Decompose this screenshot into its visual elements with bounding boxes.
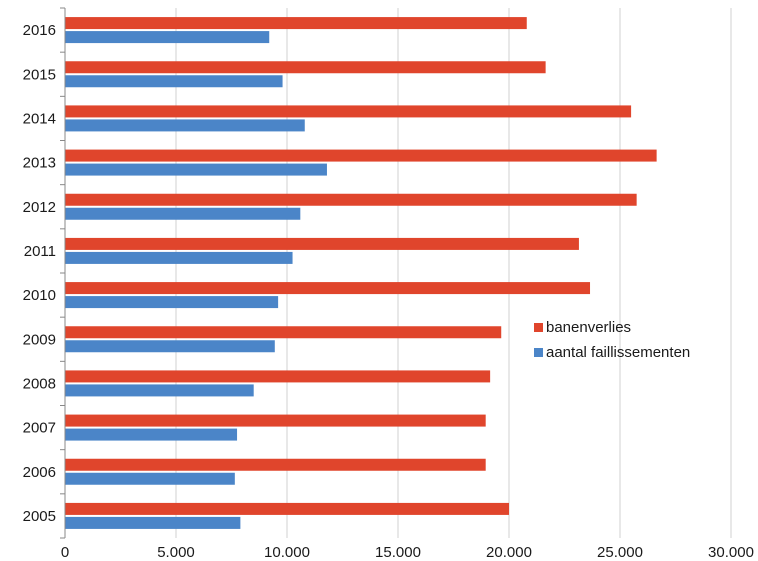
bar-banenverlies-2007	[65, 414, 486, 427]
x-tick-label: 20.000	[486, 544, 532, 561]
bar-banenverlies-2016	[65, 17, 527, 30]
bar-banenverlies-2012	[65, 193, 637, 206]
bar-banenverlies-2011	[65, 237, 579, 250]
y-tick-label: 2007	[23, 420, 56, 437]
x-tick-label: 5.000	[157, 544, 195, 561]
y-tick-label: 2015	[23, 66, 56, 83]
legend-label-banenverlies: banenverlies	[546, 319, 631, 336]
bars	[65, 17, 657, 529]
bar-banenverlies-2014	[65, 105, 632, 118]
y-tick-label: 2014	[23, 110, 56, 127]
bar-banenverlies-2010	[65, 282, 591, 295]
gridlines	[175, 8, 732, 538]
bar-aantal-faillissementen-2008	[65, 384, 254, 397]
x-tick-label: 30.000	[708, 544, 754, 561]
bar-aantal-faillissementen-2005	[65, 516, 241, 529]
bar-aantal-faillissementen-2014	[65, 119, 305, 132]
bar-banenverlies-2006	[65, 458, 486, 471]
y-tick-label: 2016	[23, 22, 56, 39]
legend-swatch-aantal-faillissementen	[534, 348, 543, 357]
bar-banenverlies-2008	[65, 370, 491, 383]
bar-aantal-faillissementen-2016	[65, 31, 270, 44]
bar-aantal-faillissementen-2006	[65, 472, 235, 485]
bar-aantal-faillissementen-2009	[65, 340, 275, 353]
bar-aantal-faillissementen-2013	[65, 163, 327, 176]
bar-banenverlies-2015	[65, 61, 546, 74]
x-tick-label: 10.000	[264, 544, 310, 561]
axes	[60, 7, 66, 539]
legend-label-aantal-faillissementen: aantal faillissementen	[546, 344, 690, 361]
x-tick-label: 15.000	[375, 544, 421, 561]
bar-aantal-faillissementen-2012	[65, 207, 301, 220]
legend: banenverlies aantal faillissementen	[534, 319, 690, 361]
y-tick-label: 2013	[23, 155, 56, 172]
bar-aantal-faillissementen-2011	[65, 251, 293, 264]
x-tick-label: 25.000	[597, 544, 643, 561]
bar-aantal-faillissementen-2007	[65, 428, 238, 441]
bar-banenverlies-2009	[65, 326, 502, 339]
y-tick-label: 2009	[23, 331, 56, 348]
bar-aantal-faillissementen-2015	[65, 75, 283, 88]
bar-banenverlies-2013	[65, 149, 657, 162]
bar-aantal-faillissementen-2010	[65, 296, 279, 309]
bar-banenverlies-2005	[65, 502, 509, 515]
y-tick-label: 2010	[23, 287, 56, 304]
y-tick-labels: 2005 2006 2007 2008 2009 2010 2011 2012 2013 2014…	[23, 22, 56, 525]
y-tick-label: 2011	[24, 243, 56, 260]
y-tick-label: 2005	[23, 508, 56, 525]
legend-swatch-banenverlies	[534, 323, 543, 332]
y-tick-label: 2008	[23, 375, 56, 392]
x-tick-labels: 0 5.000 10.000 15.000 20.000 25.000 30.000	[61, 544, 754, 561]
y-tick-label: 2012	[23, 199, 56, 216]
x-tick-label: 0	[61, 544, 69, 561]
y-tick-label: 2006	[23, 464, 56, 481]
